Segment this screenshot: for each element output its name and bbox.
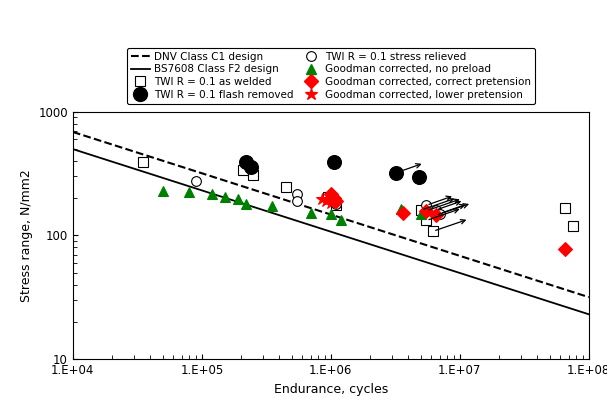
Y-axis label: Stress range, N/mm2: Stress range, N/mm2 [20,169,33,302]
X-axis label: Endurance, cycles: Endurance, cycles [274,383,388,396]
Legend: DNV Class C1 design, BS7608 Class F2 design, TWI R = 0.1 as welded, TWI R = 0.1 : DNV Class C1 design, BS7608 Class F2 des… [127,47,535,104]
